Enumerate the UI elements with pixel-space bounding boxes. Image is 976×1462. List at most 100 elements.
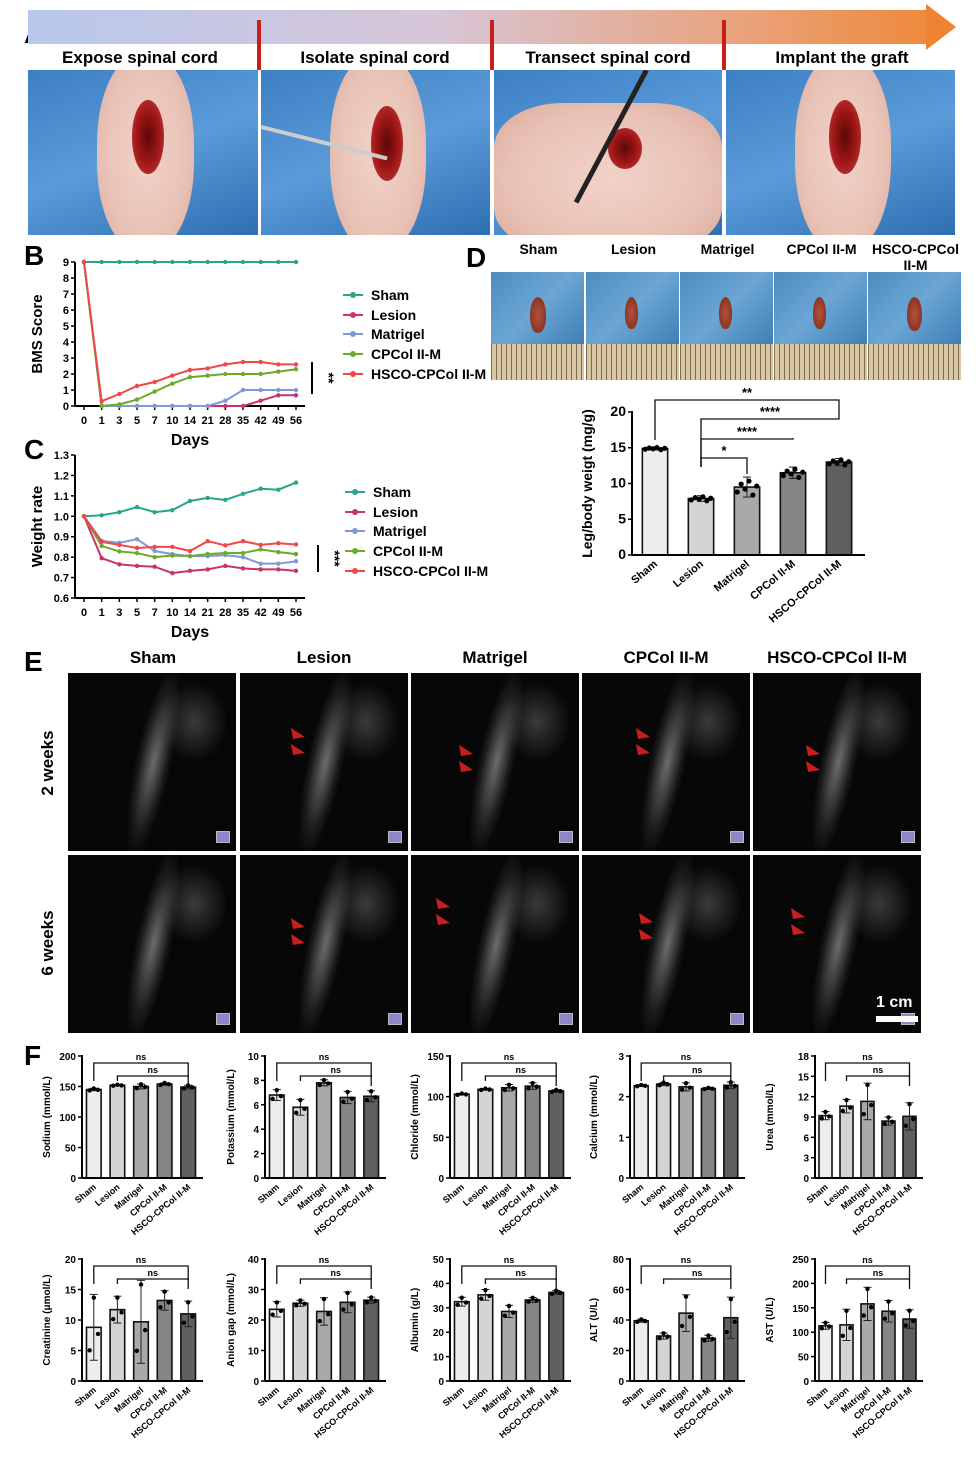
x-axis-title: Days [171,432,209,449]
data-dot [788,471,794,477]
y-tick-label: 7 [63,289,69,301]
y-tick-label: 0 [618,1377,624,1388]
bar-lesion [477,1088,494,1179]
data-dot [819,1116,824,1121]
data-dot [826,461,832,467]
comparison-bracket [662,1075,732,1086]
comparison-bracket [640,1062,732,1081]
data-dot [87,1348,92,1353]
data-point [205,567,210,572]
series-line-lesion [83,261,296,407]
data-dot [848,1105,853,1110]
legend-item-lesion: Lesion [345,502,488,522]
y-tick-label: 4 [63,337,70,349]
data-dot [158,1082,163,1088]
legend-label: Lesion [371,306,417,323]
data-dot [746,478,752,484]
data-point [258,398,263,403]
data-dot [907,1101,912,1107]
y-tick-label: 0.7 [54,573,69,585]
bar-cpcol-ii-m [779,471,807,556]
comparison-bracket [845,1278,911,1289]
x-tick-label: 14 [184,415,197,427]
data-point [276,362,281,367]
data-dot [138,1082,144,1087]
x-tick-label: 21 [202,415,214,427]
data-dot [506,1303,512,1309]
y-tick-label: 6 [803,1133,809,1144]
comparison-label: ns [516,1065,527,1075]
data-dot [321,1077,327,1083]
bar-sham [641,447,669,556]
legend-item-cpcol: CPCol II-M [343,344,486,364]
scale-bar [876,1016,918,1022]
data-dot [526,1299,531,1304]
data-dot [321,1296,327,1302]
data-dot [274,1300,279,1305]
data-point [293,568,299,574]
y-tick-label: 40 [248,1255,260,1266]
y-axis-title: Sodium (mmol/L) [42,1076,53,1158]
data-dot [479,1087,484,1093]
comparison-label: **** [737,424,758,439]
y-tick-label: 200 [59,1052,76,1063]
data-point [187,375,193,380]
data-dot [134,1348,140,1354]
data-dot [665,1334,670,1339]
data-point [152,379,157,385]
data-dot [742,486,748,492]
data-dot [903,1123,908,1129]
data-point [134,545,140,551]
data-dot [190,1085,195,1090]
step-divider [257,20,261,70]
data-dot [294,1110,299,1115]
data-dot [270,1312,275,1317]
bar-matrigel [315,1082,333,1179]
bar-sham [818,1325,833,1382]
x-tick-label: 7 [152,607,158,619]
x-tick-label: 10 [166,415,178,427]
data-point [187,568,193,574]
data-dot [463,1300,469,1305]
data-dot [558,1290,563,1296]
data-dot [848,1325,853,1331]
mri-column-label: Lesion [296,648,352,667]
mri-column-label: CPCol II-M [623,648,709,667]
data-point [152,389,157,394]
data-point [81,259,87,265]
data-point [240,550,246,556]
bar-sham [453,1093,470,1179]
data-point [205,495,210,501]
legend-label: Sham [373,483,412,500]
bar-sham [268,1308,285,1382]
leg-photo-label: Matrigel [700,241,755,257]
x-tick-label: 49 [272,415,284,427]
y-tick-label: 0 [253,1377,259,1388]
data-dot [459,1295,464,1300]
data-dot [341,1099,346,1104]
data-dot [642,1083,648,1089]
y-tick-label: 10 [610,475,626,491]
data-dot [479,1296,484,1301]
legend-item-hsco-cpcol: HSCO-CPCol II-M [343,364,486,384]
y-tick-label: 3 [803,1154,809,1165]
data-dot [506,1082,512,1087]
comparison-bracket [93,1265,189,1284]
data-point [117,542,122,548]
series-line-matrigel [83,261,296,407]
y-tick-label: 0 [803,1377,809,1388]
bar-sham [85,1088,102,1179]
data-dot [687,1085,693,1090]
red-arrow-icon [291,934,305,945]
legend-label: Lesion [373,503,419,520]
data-dot [95,1087,101,1092]
legend-item-sham: Sham [343,285,486,305]
data-point [134,259,140,265]
bar-cpcol-ii-m [524,1085,541,1179]
data-dot [181,1320,187,1326]
bar-hsco-cpcol-ii-m [180,1086,197,1179]
y-tick-label: 1.1 [54,491,69,503]
comparison-bracket [299,1075,372,1086]
data-point [240,259,246,265]
